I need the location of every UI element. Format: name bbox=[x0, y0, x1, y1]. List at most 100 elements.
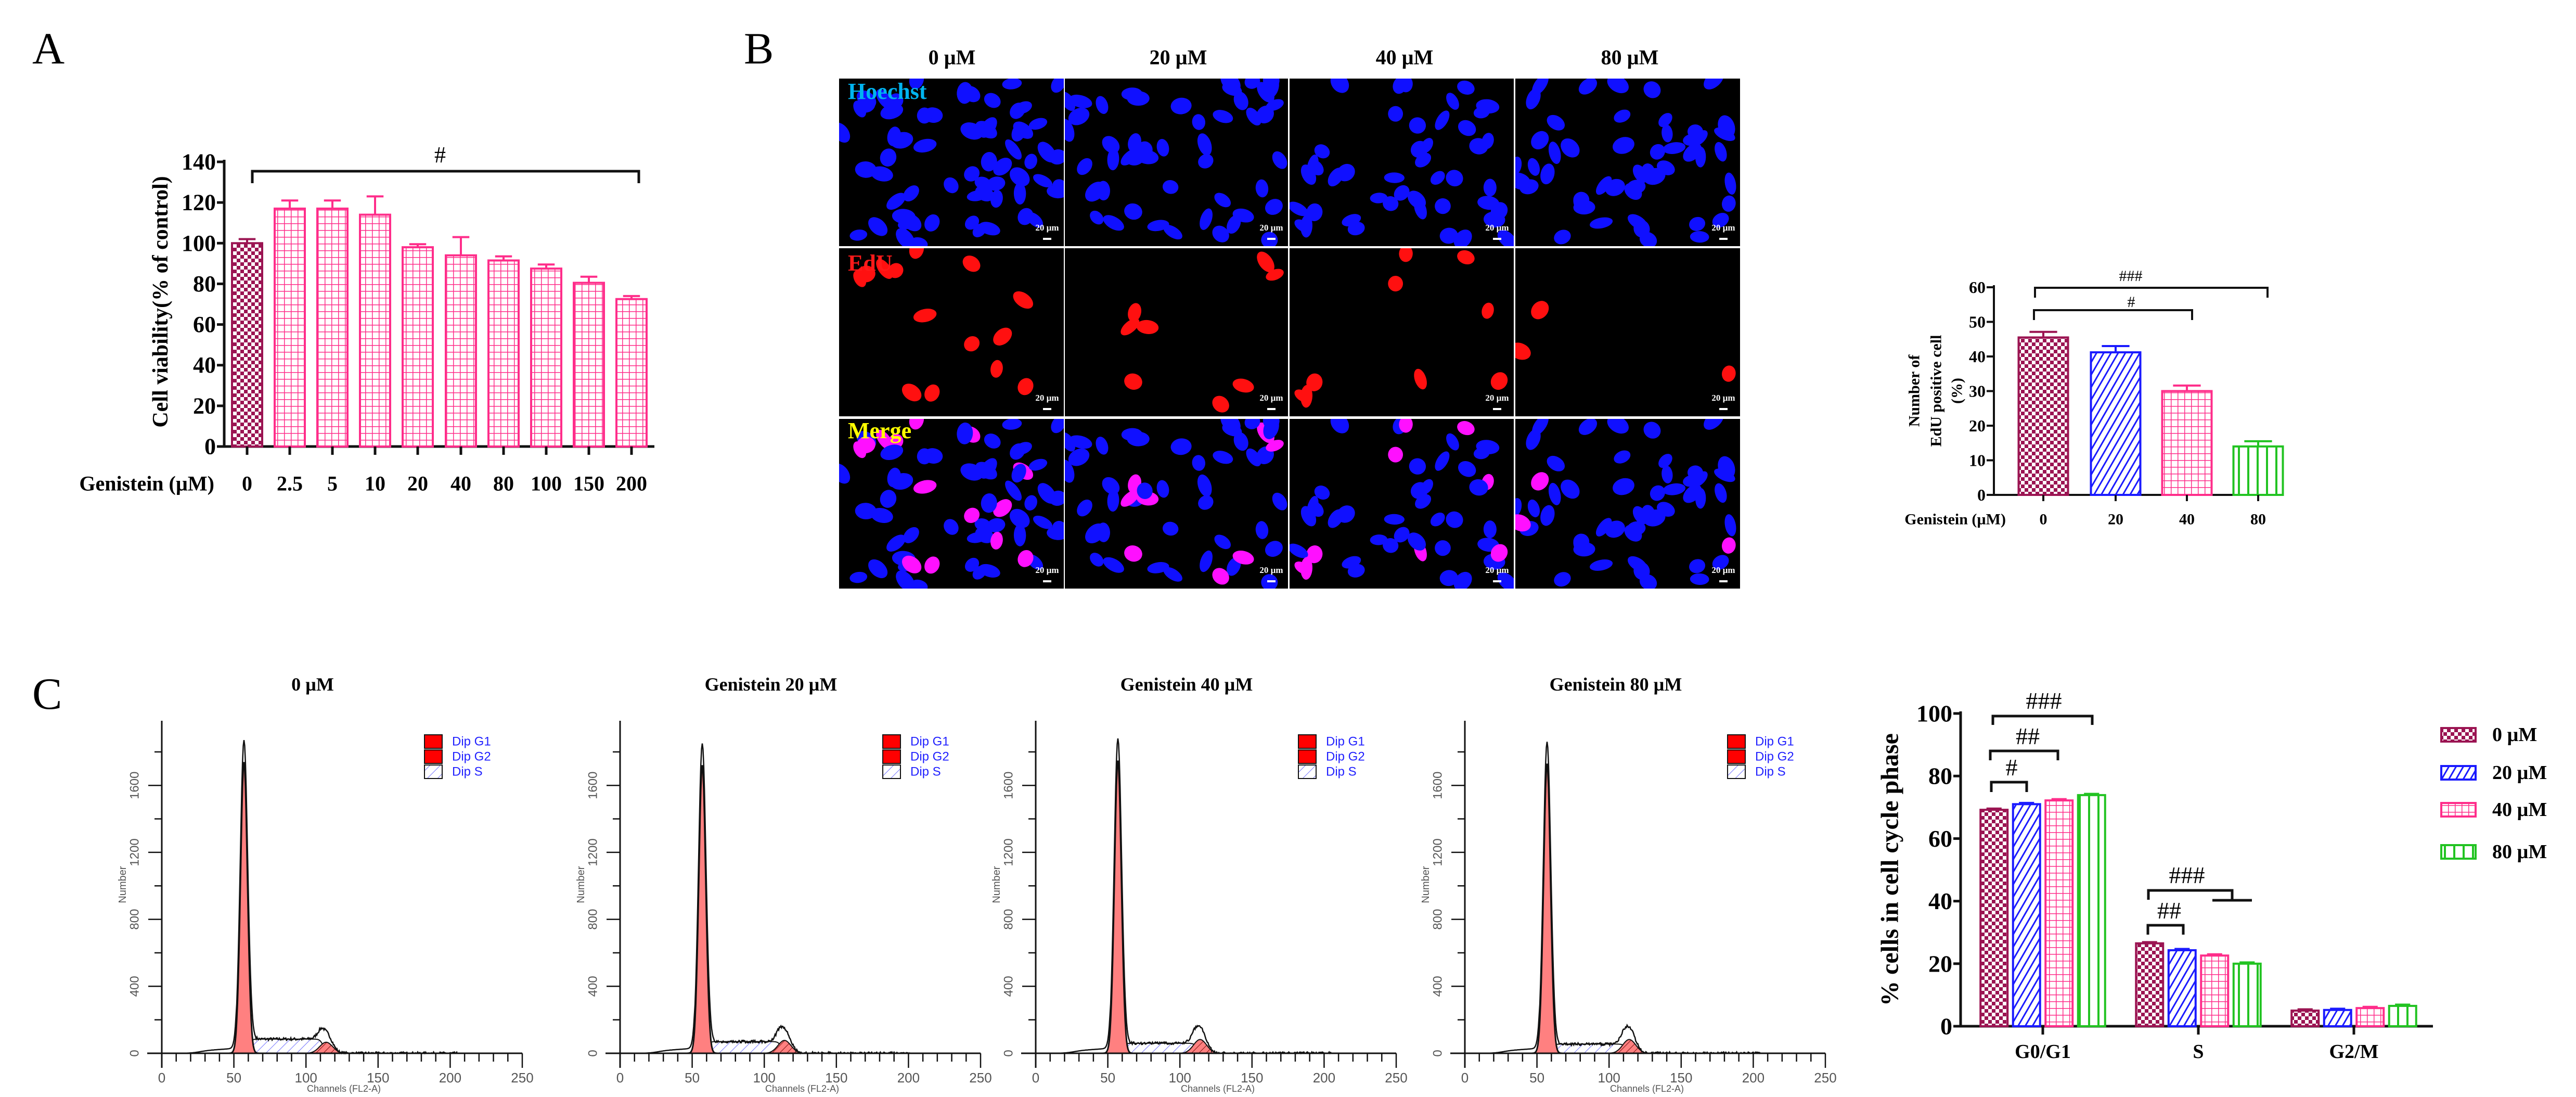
nucleus bbox=[1266, 440, 1284, 452]
nucleus bbox=[1689, 559, 1706, 573]
nucleus bbox=[1314, 144, 1330, 159]
nucleus bbox=[1690, 573, 1709, 585]
nucleus bbox=[1656, 160, 1675, 175]
x-tick-label: 100 bbox=[531, 472, 562, 495]
nucleus bbox=[1300, 557, 1312, 580]
x-tick-label: 250 bbox=[969, 1070, 991, 1086]
nucleus bbox=[1554, 229, 1571, 245]
x-tick-label: 80 bbox=[2250, 511, 2266, 528]
nucleus bbox=[1170, 97, 1192, 114]
nucleus bbox=[1483, 520, 1497, 539]
nucleus bbox=[1490, 202, 1508, 220]
x-tick-label: 150 bbox=[1670, 1070, 1692, 1086]
nucleus bbox=[1212, 225, 1229, 243]
x-tick-label: 100 bbox=[1169, 1070, 1191, 1086]
nucleus bbox=[1068, 94, 1092, 108]
nucleus bbox=[1013, 291, 1034, 309]
y-axis-label: Cell viability(% of control) bbox=[149, 176, 173, 427]
x-tick-label: 200 bbox=[1742, 1070, 1764, 1086]
nucleus bbox=[1578, 79, 1598, 95]
nucleus bbox=[1233, 91, 1248, 110]
nucleus bbox=[1407, 190, 1426, 209]
nucleus bbox=[1561, 138, 1580, 158]
nucleus bbox=[1163, 567, 1182, 582]
nucleus bbox=[1213, 110, 1233, 123]
nucleus bbox=[1515, 514, 1531, 532]
nucleus bbox=[1137, 482, 1153, 500]
nucleus bbox=[1314, 486, 1330, 500]
nucleus bbox=[1124, 373, 1142, 390]
nucleus bbox=[1232, 378, 1254, 393]
nucleus bbox=[1643, 81, 1661, 98]
micrograph-background bbox=[1515, 419, 1740, 589]
nucleus bbox=[1497, 572, 1514, 589]
nucleus bbox=[1724, 514, 1736, 537]
legend-swatch bbox=[2440, 844, 2477, 860]
legend-label: 20 µM bbox=[2492, 762, 2547, 784]
nucleus bbox=[909, 419, 924, 430]
nucleus bbox=[1244, 419, 1260, 429]
nucleus bbox=[1643, 422, 1661, 439]
legend-label: Dip G2 bbox=[1326, 750, 1365, 764]
x-tick-label: 200 bbox=[1313, 1070, 1335, 1086]
histogram-title: 0 µM bbox=[291, 674, 334, 695]
histogram-outline bbox=[183, 739, 458, 1055]
y-tick-label: 0 bbox=[1977, 486, 1986, 504]
nucleus bbox=[1037, 483, 1057, 504]
nucleus bbox=[1052, 520, 1064, 537]
nucleus bbox=[1028, 118, 1048, 130]
scale-bar-label: 20 µm bbox=[1485, 223, 1509, 233]
nucleus bbox=[1037, 142, 1057, 163]
nucleus bbox=[1065, 119, 1075, 142]
nucleus bbox=[1446, 511, 1463, 528]
nucleus bbox=[1527, 499, 1540, 517]
histogram-title: Genistein 40 µM bbox=[1120, 674, 1253, 695]
nucleus bbox=[1515, 498, 1522, 517]
nucleus bbox=[1573, 200, 1595, 215]
nucleus bbox=[1656, 502, 1675, 517]
nucleus bbox=[1399, 419, 1413, 433]
legend-label: Dip G2 bbox=[452, 750, 491, 764]
nucleus bbox=[886, 534, 906, 552]
x-tick-label: 50 bbox=[1100, 1070, 1115, 1086]
nucleus bbox=[1473, 447, 1490, 460]
y-axis-label-line: (%) bbox=[1949, 378, 1966, 404]
x-tick-label: S bbox=[2193, 1041, 2204, 1063]
legend-swatch bbox=[882, 749, 901, 764]
nucleus bbox=[1384, 514, 1405, 525]
nucleus bbox=[1605, 178, 1625, 196]
nucleus bbox=[853, 441, 867, 458]
nucleus bbox=[984, 93, 1001, 108]
x-tick-label: 250 bbox=[511, 1070, 533, 1086]
significance-label: ### bbox=[2119, 267, 2143, 285]
nucleus bbox=[1263, 79, 1279, 99]
micrograph-merge: 20 µm bbox=[839, 419, 1064, 589]
nucleus bbox=[1722, 195, 1736, 212]
bar bbox=[1979, 809, 2009, 1028]
y-tick-label: 0 bbox=[1002, 1050, 1016, 1056]
nucleus bbox=[1624, 525, 1642, 542]
bar bbox=[2232, 445, 2284, 496]
nucleus bbox=[1632, 506, 1648, 525]
histogram-outline bbox=[1057, 738, 1332, 1055]
bar bbox=[2388, 1004, 2417, 1028]
nucleus bbox=[1065, 460, 1075, 483]
scale-bar-label: 20 µm bbox=[1711, 565, 1735, 575]
y-tick-label: 400 bbox=[586, 976, 600, 997]
nucleus bbox=[957, 82, 973, 104]
nucleus bbox=[974, 176, 991, 190]
nucleus bbox=[1009, 167, 1030, 187]
nucleus bbox=[853, 100, 867, 118]
nucleus bbox=[1197, 133, 1212, 156]
nucleus bbox=[1011, 123, 1026, 142]
nucleus bbox=[957, 422, 973, 444]
nucleus bbox=[1246, 107, 1261, 126]
nucleus bbox=[993, 327, 1012, 346]
nucleus bbox=[1005, 480, 1022, 501]
nucleus bbox=[1712, 212, 1729, 228]
nucleus bbox=[1265, 199, 1283, 215]
nucleus bbox=[1328, 168, 1344, 187]
nucleus bbox=[1388, 275, 1403, 291]
nucleus bbox=[913, 480, 937, 494]
nucleus bbox=[1163, 224, 1182, 240]
